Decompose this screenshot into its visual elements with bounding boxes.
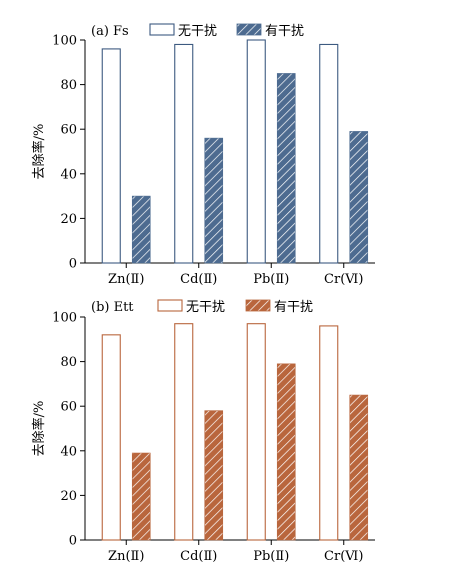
bar-no-interference bbox=[319, 43, 339, 264]
legend-label: 有干扰 bbox=[274, 300, 313, 315]
bar-with-interference bbox=[276, 363, 296, 541]
x-tick-label: Pb(Ⅱ) bbox=[253, 549, 289, 564]
y-tick-label: 60 bbox=[60, 400, 77, 415]
bar-with-interference bbox=[131, 452, 151, 541]
legend-label: 无干扰 bbox=[178, 24, 217, 39]
x-tick-label: Cd(Ⅱ) bbox=[180, 272, 217, 287]
bar-with-interference bbox=[131, 195, 151, 264]
panel-title: (a) Fs bbox=[91, 24, 129, 39]
y-tick-label: 40 bbox=[60, 444, 77, 459]
y-tick-label: 80 bbox=[60, 355, 77, 370]
bar-no-interference bbox=[246, 323, 266, 541]
y-tick-label: 0 bbox=[69, 534, 77, 549]
legend-swatch-hatched bbox=[245, 299, 271, 312]
legend-label: 有干扰 bbox=[265, 24, 304, 39]
bar-no-interference bbox=[101, 48, 121, 264]
x-tick-label: Zn(Ⅱ) bbox=[108, 549, 144, 564]
x-tick-label: Cr(Ⅵ) bbox=[324, 549, 363, 564]
bar-with-interference bbox=[204, 410, 224, 541]
bar-no-interference bbox=[246, 39, 266, 264]
y-tick-label: 40 bbox=[60, 167, 77, 182]
panel-a: 0 20 40 60 80 100 去除率/% (a) Fs 无干扰 有干扰 Zn(Ⅱ) Cd(Ⅱ) P… bbox=[31, 23, 375, 287]
legend-swatch-hatched bbox=[236, 23, 262, 36]
y-tick-label: 100 bbox=[52, 311, 77, 326]
y-tick-label: 20 bbox=[60, 489, 77, 504]
x-tick-label: Zn(Ⅱ) bbox=[108, 272, 144, 287]
legend-swatch-outline bbox=[149, 23, 175, 36]
y-tick-label: 80 bbox=[60, 78, 77, 93]
y-axis-label: 去除率/% bbox=[31, 401, 47, 457]
bar-no-interference bbox=[101, 334, 121, 541]
x-tick-label: Pb(Ⅱ) bbox=[253, 272, 289, 287]
y-axis-label: 去除率/% bbox=[31, 124, 47, 180]
x-tick-label: Cd(Ⅱ) bbox=[180, 549, 217, 564]
bar-with-interference bbox=[349, 394, 369, 541]
x-tick-label: Cr(Ⅵ) bbox=[324, 272, 363, 287]
bar-no-interference bbox=[174, 43, 194, 264]
y-tick-label: 100 bbox=[52, 34, 77, 49]
bar-no-interference bbox=[319, 325, 339, 541]
legend-swatch-outline bbox=[157, 299, 183, 312]
y-tick-label: 60 bbox=[60, 123, 77, 138]
bar-with-interference bbox=[276, 73, 296, 264]
legend-label: 无干扰 bbox=[186, 300, 225, 315]
panel-b: 0 20 40 60 80 100 去除率/% (b) Ett 无干扰 有干扰 Zn(Ⅱ) Cd(Ⅱ)… bbox=[31, 299, 375, 564]
y-tick-label: 20 bbox=[60, 212, 77, 227]
bar-no-interference bbox=[174, 323, 194, 541]
panel-title: (b) Ett bbox=[91, 300, 134, 315]
bar-with-interference bbox=[349, 131, 369, 264]
bar-with-interference bbox=[204, 137, 224, 264]
y-tick-label: 0 bbox=[69, 257, 77, 272]
